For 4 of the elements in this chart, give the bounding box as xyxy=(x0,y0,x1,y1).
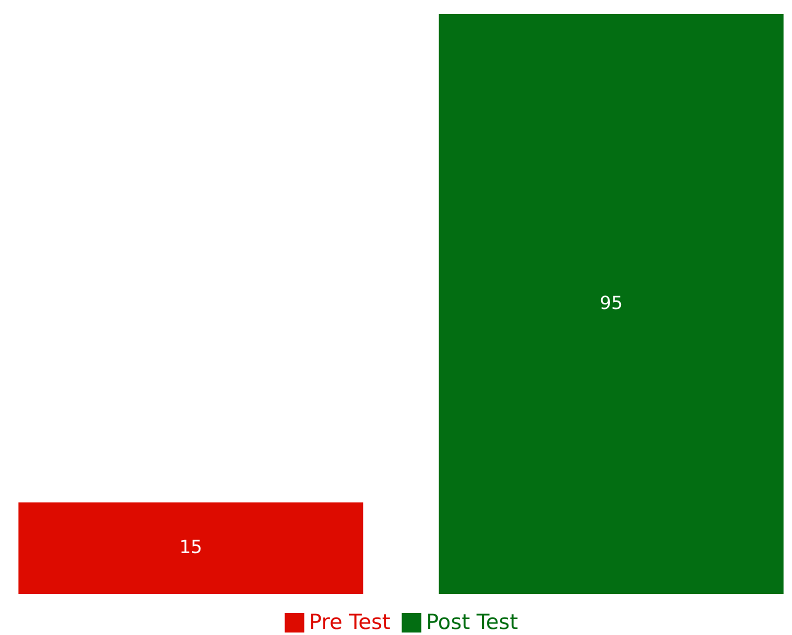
legend-label: Pre Test xyxy=(309,610,390,634)
data-label: 15 xyxy=(179,537,202,558)
data-label: 95 xyxy=(600,293,623,314)
legend-label: Post Test xyxy=(426,610,518,634)
